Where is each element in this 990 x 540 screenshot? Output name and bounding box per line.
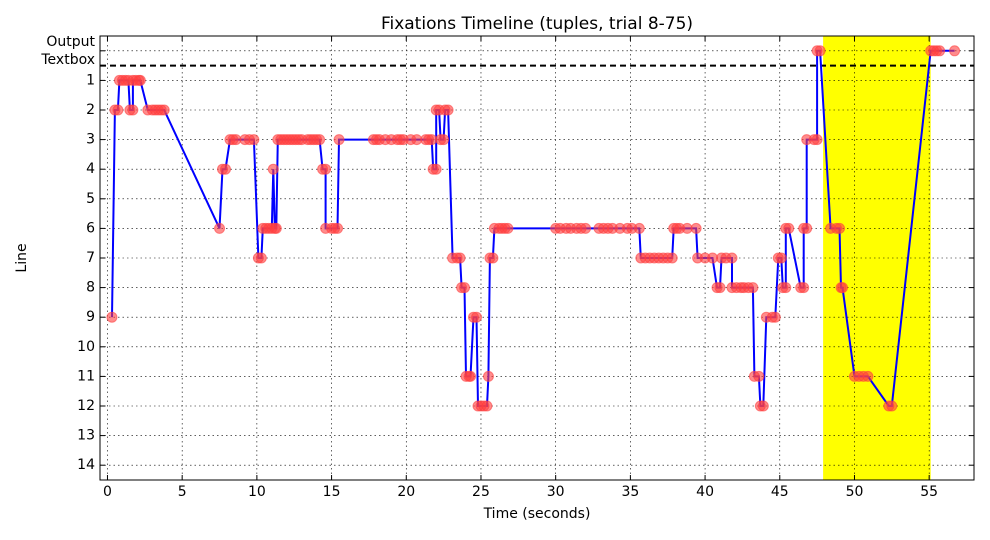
fixation-marker xyxy=(158,104,170,116)
fixation-marker xyxy=(459,282,471,294)
plot-frame xyxy=(99,35,975,481)
y-tick-label: 14 xyxy=(77,457,95,473)
fixation-marker xyxy=(862,370,874,382)
y-tick-label: 10 xyxy=(77,339,95,355)
fixation-marker xyxy=(270,222,282,234)
y-tick-label: 11 xyxy=(77,368,95,384)
fixation-marker xyxy=(886,400,898,412)
fixation-marker xyxy=(332,222,344,234)
y-tick-label: 8 xyxy=(86,280,95,296)
x-tick-label: 50 xyxy=(846,484,864,500)
fixation-marker xyxy=(747,282,759,294)
fixation-marker xyxy=(487,252,499,264)
fixation-marker xyxy=(112,104,124,116)
fixation-marker xyxy=(430,163,442,175)
fixation-marker xyxy=(726,252,738,264)
y-tick-label: Output Textbox xyxy=(40,34,95,68)
y-tick-label: 7 xyxy=(86,250,95,266)
x-tick-label: 45 xyxy=(771,484,789,500)
y-tick-label: 5 xyxy=(86,191,95,207)
fixation-marker xyxy=(837,282,849,294)
fixation-marker xyxy=(811,134,823,146)
fixation-marker xyxy=(214,222,226,234)
x-tick-label: 30 xyxy=(547,484,565,500)
fixation-marker xyxy=(801,222,813,234)
fixation-marker xyxy=(769,311,781,323)
fixation-marker xyxy=(753,370,765,382)
y-tick-label: 4 xyxy=(86,161,95,177)
fixation-marker xyxy=(465,370,477,382)
fixation-marker xyxy=(757,400,769,412)
fixation-marker xyxy=(666,252,678,264)
fixation-marker xyxy=(454,252,466,264)
fixation-marker xyxy=(442,104,454,116)
y-tick-label: 12 xyxy=(77,398,95,414)
y-tick-label: 6 xyxy=(86,220,95,236)
chart-title: Fixations Timeline (tuples, trial 8-75) xyxy=(381,14,693,34)
x-tick-label: 0 xyxy=(103,484,112,500)
y-axis-label: Line xyxy=(14,243,30,272)
fixation-marker xyxy=(690,222,702,234)
fixation-marker xyxy=(255,252,267,264)
x-tick-label: 40 xyxy=(696,484,714,500)
fixation-marker xyxy=(834,222,846,234)
fixation-marker xyxy=(949,45,961,57)
fixation-marker xyxy=(783,222,795,234)
fixation-marker xyxy=(106,311,118,323)
fixation-marker xyxy=(780,282,792,294)
x-axis-label: Time (seconds) xyxy=(483,506,591,522)
fixation-marker xyxy=(798,282,810,294)
y-tick-label: 2 xyxy=(86,102,95,118)
fixation-marker xyxy=(314,134,326,146)
fixation-marker xyxy=(333,134,345,146)
fixation-marker xyxy=(814,45,826,57)
fixation-marker xyxy=(470,311,482,323)
fixation-marker xyxy=(633,222,645,234)
x-tick-label: 55 xyxy=(920,484,938,500)
y-tick-label: 9 xyxy=(86,309,95,325)
fixation-marker xyxy=(438,134,450,146)
fixation-marker xyxy=(219,163,231,175)
x-tick-label: 5 xyxy=(178,484,187,500)
fixation-marker xyxy=(267,163,279,175)
fixation-marker xyxy=(127,104,139,116)
fixation-marker xyxy=(481,400,493,412)
y-tick-label: 3 xyxy=(86,132,95,148)
fixation-marker xyxy=(248,134,260,146)
x-tick-label: 35 xyxy=(621,484,639,500)
x-tick-label: 20 xyxy=(397,484,415,500)
y-tick-label: 13 xyxy=(77,428,95,444)
fixation-marker xyxy=(502,222,514,234)
fixation-marker xyxy=(482,370,494,382)
x-tick-label: 25 xyxy=(472,484,490,500)
x-tick-label: 15 xyxy=(323,484,341,500)
fixation-marker xyxy=(714,282,726,294)
fixation-marker xyxy=(134,74,146,86)
fixation-marker xyxy=(775,252,787,264)
fixation-marker xyxy=(320,163,332,175)
x-tick-label: 10 xyxy=(248,484,266,500)
fixation-marker xyxy=(580,222,592,234)
fixation-marker xyxy=(934,45,946,57)
y-tick-label: 1 xyxy=(86,72,95,88)
